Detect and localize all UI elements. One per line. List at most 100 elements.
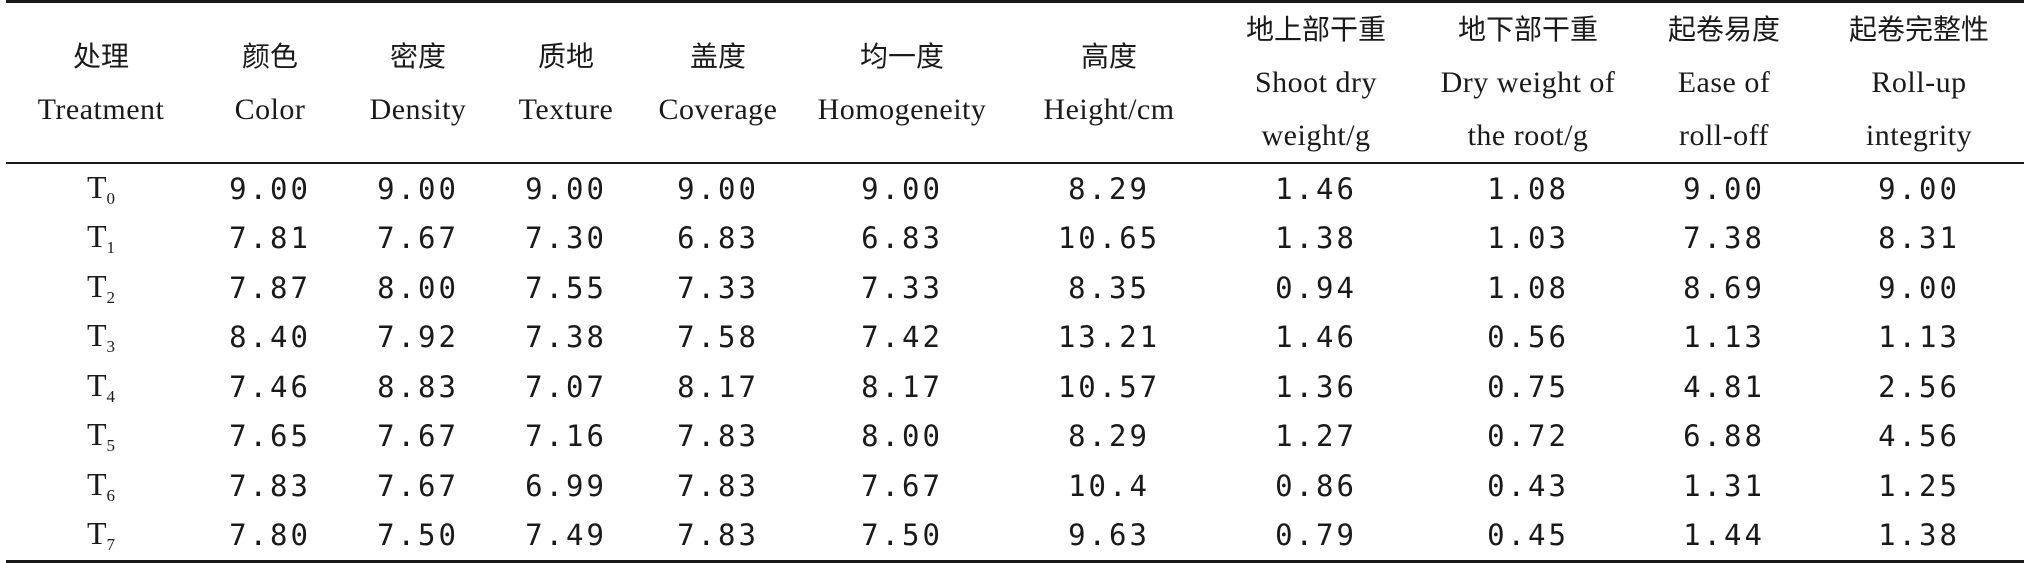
table-cell: 8.69 (1683, 270, 1765, 305)
table-cell: 8.00 (861, 419, 943, 454)
column-header-cn: 盖度 (689, 39, 746, 73)
column-header-cn: 处理 (72, 39, 129, 73)
column-header-en: Ease of (1677, 66, 1771, 99)
table-cell: 9.00 (1878, 171, 1960, 206)
top-rule (6, 0, 2024, 4)
column-header: 颜色 Color (196, 3, 344, 164)
table-row: T5 7.65 7.67 7.16 7.83 8.00 8.29 1.27 0.72 6.88 4.… (6, 412, 2024, 462)
data-table: 处理 Treatment 颜色 Color 密度 Density 质地 Texture 盖度 Co… (6, 0, 2024, 563)
table-cell: 0.45 (1422, 510, 1634, 563)
table-cell: 8.29 (1068, 419, 1150, 454)
column-header-cn: 质地 (537, 39, 594, 73)
treatment-subscript: 3 (106, 337, 116, 357)
table-cell: 7.55 (525, 270, 607, 305)
column-header-en: Color (234, 92, 306, 126)
table-cell: 8.31 (1878, 221, 1960, 256)
table-cell: 8.35 (1068, 270, 1150, 305)
table-cell: 1.31 (1683, 468, 1765, 503)
treatment-label: T (86, 317, 107, 354)
table-cell: 7.67 (377, 221, 459, 256)
table-header: 处理 Treatment 颜色 Color 密度 Density 质地 Texture 盖度 Co… (6, 0, 2024, 164)
column-header-en: Coverage (658, 92, 778, 126)
table-cell: 6.99 (525, 468, 607, 503)
table-cell: 0.94 (1275, 270, 1357, 305)
table-cell: 6.83 (677, 221, 759, 256)
table-cell: 1.44 (1634, 510, 1814, 563)
treatment-cell: T1 (6, 214, 196, 264)
table-cell: 2.56 (1878, 369, 1960, 404)
column-header-en: Treatment (37, 92, 165, 126)
column-header-cn: 地下部干重 (1457, 13, 1598, 46)
table-cell: 9.63 (1008, 510, 1210, 563)
column-header: 起卷完整性 Roll-up integrity (1814, 3, 2024, 164)
treatment-cell: T6 (6, 461, 196, 511)
table-cell: 7.67 (377, 468, 459, 503)
table-cell: 10.4 (1068, 468, 1150, 503)
column-header: 地下部干重 Dry weight of the root/g (1422, 3, 1634, 164)
column-header-cn: 起卷易度 (1667, 13, 1780, 46)
treatment-label: T (86, 168, 107, 205)
table-cell: 8.17 (677, 369, 759, 404)
table-cell: 4.81 (1683, 369, 1765, 404)
table-cell: 7.67 (377, 419, 459, 454)
treatment-subscript: 0 (106, 188, 116, 208)
column-header-en: Homogeneity (817, 92, 987, 126)
table-cell: 10.65 (1057, 221, 1161, 256)
table-cell: 8.40 (229, 320, 311, 355)
table-cell: 9.00 (1683, 171, 1765, 206)
column-header-en: Dry weight of (1440, 66, 1616, 99)
table-cell: 7.30 (525, 221, 607, 256)
table-cell: 9.00 (525, 171, 607, 206)
treatment-label: T (86, 267, 107, 304)
table-cell: 7.16 (525, 419, 607, 454)
table-cell: 8.29 (1068, 171, 1150, 206)
table-row: T0 9.00 9.00 9.00 9.00 9.00 8.29 1.46 1.08 9.00 9.… (6, 163, 2024, 214)
treatment-cell: T4 (6, 362, 196, 412)
table-row: T6 7.83 7.67 6.99 7.83 7.67 10.4 0.86 0.43 1.31 1.… (6, 461, 2024, 511)
table-row: T4 7.46 8.83 7.07 8.17 8.17 10.57 1.36 0.75 4.81 2… (6, 362, 2024, 412)
table-cell: 7.42 (861, 320, 943, 355)
treatment-cell: T3 (6, 313, 196, 363)
column-header-cn: 高度 (1080, 39, 1137, 73)
table-cell: 7.92 (377, 320, 459, 355)
table-cell: 1.08 (1487, 270, 1569, 305)
treatment-subscript: 5 (106, 436, 116, 456)
table-cell: 8.00 (377, 270, 459, 305)
table-cell: 7.50 (796, 510, 1008, 563)
table-cell: 7.46 (229, 369, 311, 404)
column-header: 处理 Treatment (6, 3, 196, 164)
treatment-subscript: 7 (106, 535, 116, 555)
table-cell: 1.46 (1275, 171, 1357, 206)
column-header: 质地 Texture (492, 3, 640, 164)
treatment-cell: T0 (6, 163, 196, 214)
header-row: 处理 Treatment 颜色 Color 密度 Density 质地 Texture 盖度 Co… (6, 3, 2024, 164)
column-header-en: the root/g (1467, 119, 1589, 152)
table-cell: 9.00 (861, 171, 943, 206)
table-cell: 7.81 (229, 221, 311, 256)
column-header-cn: 地上部干重 (1245, 13, 1386, 46)
table-cell: 6.88 (1683, 419, 1765, 454)
table-cell: 8.83 (377, 369, 459, 404)
table-cell: 7.80 (196, 510, 344, 563)
table-cell: 7.38 (525, 320, 607, 355)
table-cell: 9.00 (677, 171, 759, 206)
table-cell: 1.13 (1683, 320, 1765, 355)
table-cell: 13.21 (1057, 320, 1161, 355)
table-cell: 7.38 (1683, 221, 1765, 256)
table-cell: 0.79 (1210, 510, 1422, 563)
table-row: T3 8.40 7.92 7.38 7.58 7.42 13.21 1.46 0.56 1.13 1… (6, 313, 2024, 363)
table-cell: 7.83 (677, 419, 759, 454)
table-cell: 7.65 (229, 419, 311, 454)
column-header-en: Shoot dry (1254, 66, 1377, 99)
table-cell: 7.83 (677, 468, 759, 503)
column-header-cn: 颜色 (241, 39, 298, 73)
table-cell: 0.43 (1487, 468, 1569, 503)
table-cell: 8.17 (861, 369, 943, 404)
treatment-label: T (86, 515, 107, 552)
table-cell: 9.00 (229, 171, 311, 206)
column-header: 密度 Density (344, 3, 492, 164)
table-cell: 9.00 (1878, 270, 1960, 305)
table-cell: 7.49 (492, 510, 640, 563)
table-row: T2 7.87 8.00 7.55 7.33 7.33 8.35 0.94 1.08 8.69 9.… (6, 263, 2024, 313)
